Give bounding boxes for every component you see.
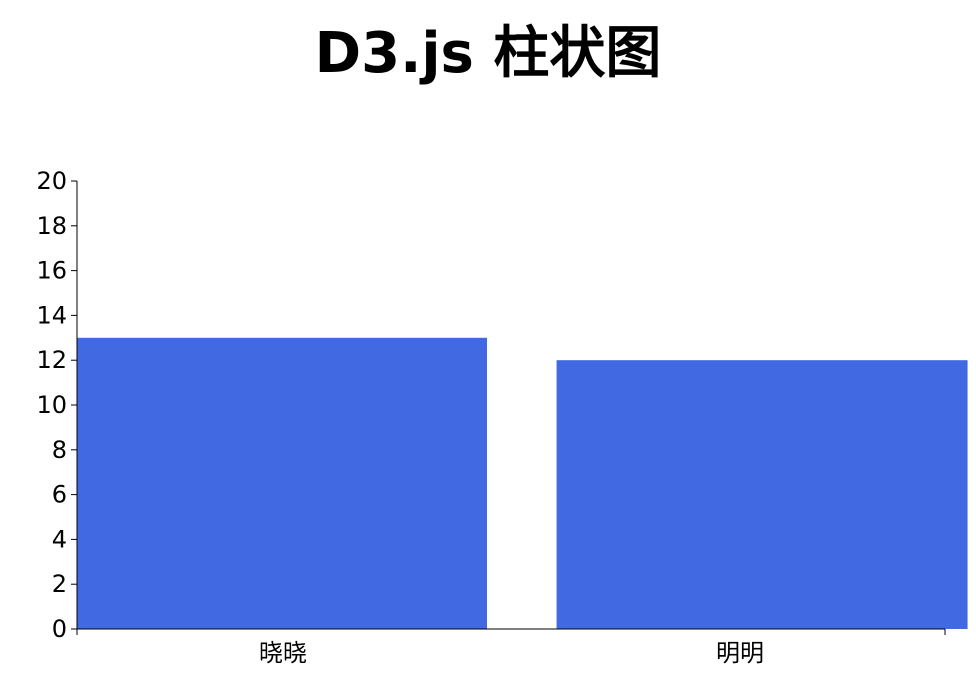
y-tick-label: 18	[36, 212, 67, 240]
y-tick-label: 8	[52, 436, 67, 464]
chart-title: D3.js 柱状图	[314, 21, 662, 86]
y-tick-label: 4	[52, 525, 67, 553]
y-tick-label: 10	[36, 391, 67, 419]
y-tick-label: 2	[52, 570, 67, 598]
y-tick-label: 6	[52, 481, 67, 509]
bar-2	[556, 360, 968, 629]
x-tick-label: 晓晓	[259, 639, 307, 667]
y-tick-label: 20	[36, 167, 67, 195]
y-tick-label: 14	[36, 301, 67, 329]
y-tick-label: 0	[52, 615, 67, 643]
y-tick-label: 12	[36, 346, 67, 374]
y-tick-label: 16	[36, 257, 67, 285]
x-tick-label: 明明	[716, 639, 764, 667]
bar-1	[77, 337, 487, 629]
